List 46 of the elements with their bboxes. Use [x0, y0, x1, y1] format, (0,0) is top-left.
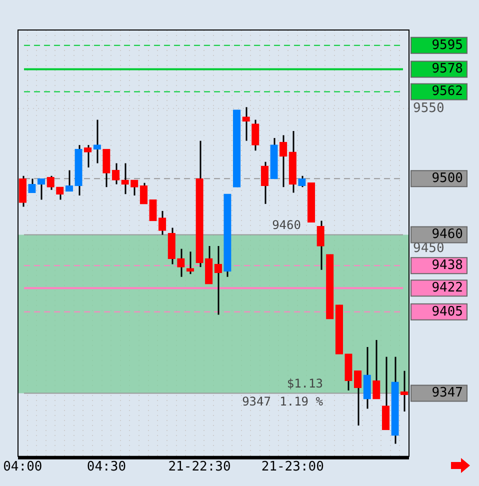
- ref-line-label: 9562: [432, 84, 463, 100]
- candlestick: [102, 148, 110, 188]
- ref-line-label: 9578: [432, 62, 463, 77]
- candlestick: [354, 370, 362, 426]
- candlestick: [279, 134, 288, 188]
- candlestick: [65, 170, 74, 192]
- candlestick: [382, 356, 390, 430]
- x-tick-label: 04:00: [3, 460, 42, 475]
- candlestick: [186, 250, 194, 275]
- ref-line-label: 9460: [432, 227, 463, 242]
- candlestick: [316, 220, 324, 271]
- candlestick: [363, 346, 371, 410]
- candlestick: [298, 175, 306, 188]
- annotation: 9347: [242, 394, 271, 408]
- x-tick-label: 21-22:30: [168, 460, 231, 475]
- candlestick: [252, 119, 260, 152]
- x-tick-label: 04:30: [86, 460, 126, 475]
- y-tick-label: 9550: [413, 100, 444, 116]
- candlestick: [158, 210, 166, 236]
- ref-line-label: 9347: [432, 386, 463, 401]
- candlestick: [130, 179, 138, 196]
- candlestick: [84, 144, 92, 168]
- ref-line-label: 9405: [432, 304, 463, 320]
- candlestick: [93, 119, 101, 164]
- candlestick: [112, 162, 120, 186]
- candlestick: [242, 106, 250, 142]
- candlestick: [168, 227, 176, 265]
- ref-line-label: 9595: [432, 38, 463, 53]
- candlestick: [260, 161, 269, 205]
- candlestick: [37, 178, 46, 200]
- ref-line-label: 9438: [432, 258, 463, 274]
- ref-line-label: 9422: [432, 280, 463, 296]
- ref-line-label: 9500: [432, 171, 463, 186]
- candlestick: [121, 162, 129, 195]
- candlestick: [140, 182, 148, 205]
- annotation: 1.19 %: [280, 394, 324, 408]
- candlestick: [28, 178, 36, 194]
- candlestick: [149, 199, 157, 222]
- candlestick: [177, 248, 185, 278]
- candlestick: [205, 245, 213, 285]
- candlestick: [214, 245, 222, 316]
- annotation: $1.13: [286, 376, 323, 390]
- annotation: 9460: [272, 218, 301, 232]
- candlestick: [56, 186, 64, 200]
- x-tick-label: 21-23:00: [261, 460, 324, 475]
- candlestick: [372, 339, 380, 400]
